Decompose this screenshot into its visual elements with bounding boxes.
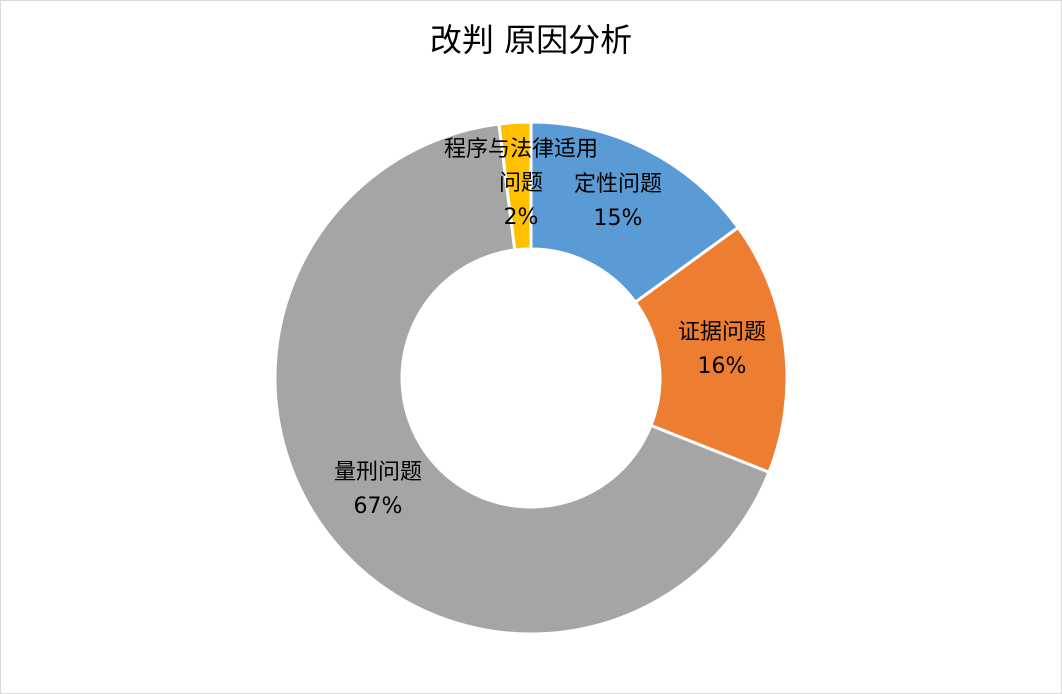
slice-3-name-label: 量刑问题 — [334, 460, 422, 485]
slice-3-value-label: 67% — [354, 494, 403, 519]
slice-1[interactable] — [529, 120, 741, 305]
slice-4-name-label: 程序与法律适用 — [444, 137, 598, 162]
slice-1-name-label: 定性问题 — [574, 172, 662, 197]
slice-3[interactable] — [273, 122, 771, 636]
slice-4-value-label: 2% — [504, 205, 539, 230]
slice-2-value-label: 16% — [698, 354, 747, 379]
slice-4-name-label: 问题 — [499, 171, 543, 196]
slice-4[interactable] — [497, 120, 533, 252]
slice-2-name-label: 证据问题 — [678, 320, 766, 345]
slice-2[interactable] — [633, 225, 789, 475]
slice-1-value-label: 15% — [594, 206, 643, 231]
chart-title: 改判 原因分析 — [429, 21, 633, 59]
